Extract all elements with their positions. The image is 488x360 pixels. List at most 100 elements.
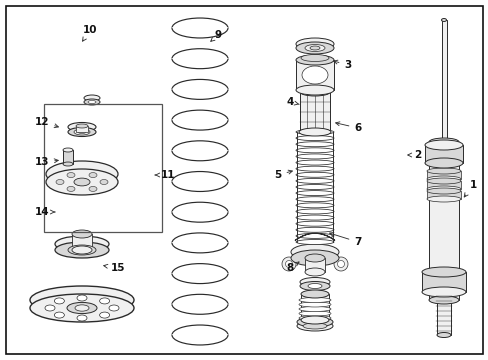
Ellipse shape (295, 85, 333, 95)
Text: 12: 12 (35, 117, 58, 128)
Ellipse shape (295, 221, 333, 226)
Ellipse shape (295, 142, 333, 147)
Ellipse shape (46, 169, 118, 195)
Ellipse shape (424, 140, 462, 150)
Ellipse shape (436, 333, 450, 338)
Bar (421, 272, 465, 292)
Bar (441, 20, 446, 145)
Ellipse shape (426, 196, 460, 202)
Ellipse shape (428, 296, 458, 304)
Ellipse shape (426, 168, 460, 174)
Ellipse shape (54, 312, 64, 318)
Ellipse shape (63, 148, 73, 152)
Bar (76, 126, 88, 132)
Text: 1: 1 (463, 180, 476, 197)
Ellipse shape (295, 160, 333, 165)
Ellipse shape (295, 136, 333, 141)
Text: 13: 13 (35, 157, 58, 167)
Ellipse shape (298, 315, 330, 320)
Bar (426, 191, 460, 199)
Ellipse shape (426, 186, 460, 192)
Ellipse shape (30, 294, 134, 322)
Ellipse shape (428, 138, 458, 146)
Ellipse shape (55, 242, 109, 258)
Bar (299, 92, 329, 132)
Ellipse shape (68, 122, 96, 131)
Ellipse shape (74, 129, 90, 135)
Polygon shape (172, 59, 227, 69)
Text: 15: 15 (103, 263, 125, 273)
Bar (428, 142, 458, 300)
Ellipse shape (305, 254, 325, 262)
Ellipse shape (295, 184, 333, 189)
Text: 11: 11 (155, 170, 175, 180)
Ellipse shape (299, 278, 329, 287)
Ellipse shape (84, 95, 100, 101)
Ellipse shape (67, 302, 97, 314)
Bar (424, 145, 462, 163)
Ellipse shape (426, 188, 460, 194)
Ellipse shape (298, 311, 330, 316)
Ellipse shape (295, 130, 333, 135)
Ellipse shape (295, 227, 333, 232)
Bar (301, 294, 328, 320)
Text: 5: 5 (274, 170, 292, 180)
Ellipse shape (290, 250, 338, 266)
Text: 14: 14 (35, 207, 55, 217)
Ellipse shape (301, 316, 328, 324)
Ellipse shape (441, 18, 446, 22)
Ellipse shape (295, 203, 333, 208)
Polygon shape (172, 335, 227, 345)
Bar (426, 171, 460, 179)
Ellipse shape (295, 197, 333, 202)
FancyArrowPatch shape (295, 233, 334, 240)
Ellipse shape (295, 38, 333, 50)
Text: 8: 8 (286, 262, 298, 273)
Text: 9: 9 (210, 30, 221, 41)
Ellipse shape (88, 100, 96, 104)
Bar (44, 104, 162, 232)
Ellipse shape (76, 124, 88, 128)
Ellipse shape (303, 323, 326, 329)
Ellipse shape (298, 297, 330, 302)
Bar (305, 258, 325, 272)
Ellipse shape (305, 268, 325, 276)
Ellipse shape (426, 178, 460, 184)
Ellipse shape (109, 305, 119, 311)
Bar (296, 132, 332, 242)
Ellipse shape (421, 287, 465, 297)
Ellipse shape (55, 236, 109, 252)
Ellipse shape (295, 55, 333, 65)
FancyArrowPatch shape (295, 233, 334, 240)
Ellipse shape (100, 312, 109, 318)
Ellipse shape (333, 257, 347, 271)
Ellipse shape (75, 305, 89, 311)
Text: 10: 10 (82, 25, 97, 41)
Ellipse shape (295, 42, 333, 54)
Ellipse shape (296, 321, 332, 331)
Bar (426, 181, 460, 189)
Ellipse shape (78, 130, 86, 134)
Bar (295, 60, 333, 90)
Text: 2: 2 (407, 150, 421, 160)
Ellipse shape (421, 267, 465, 277)
Polygon shape (172, 89, 227, 99)
Ellipse shape (77, 315, 87, 321)
Text: 3: 3 (333, 60, 351, 70)
Polygon shape (172, 151, 227, 161)
Ellipse shape (54, 298, 64, 304)
Bar (63, 150, 73, 164)
Ellipse shape (301, 54, 328, 62)
Ellipse shape (89, 172, 97, 177)
Text: 6: 6 (335, 122, 361, 133)
Ellipse shape (295, 190, 333, 195)
Ellipse shape (298, 128, 330, 136)
Ellipse shape (89, 186, 97, 192)
Ellipse shape (100, 180, 108, 184)
Polygon shape (172, 274, 227, 284)
Ellipse shape (290, 244, 338, 260)
Ellipse shape (77, 295, 87, 301)
Polygon shape (172, 120, 227, 130)
Ellipse shape (74, 178, 90, 186)
Ellipse shape (295, 179, 333, 183)
